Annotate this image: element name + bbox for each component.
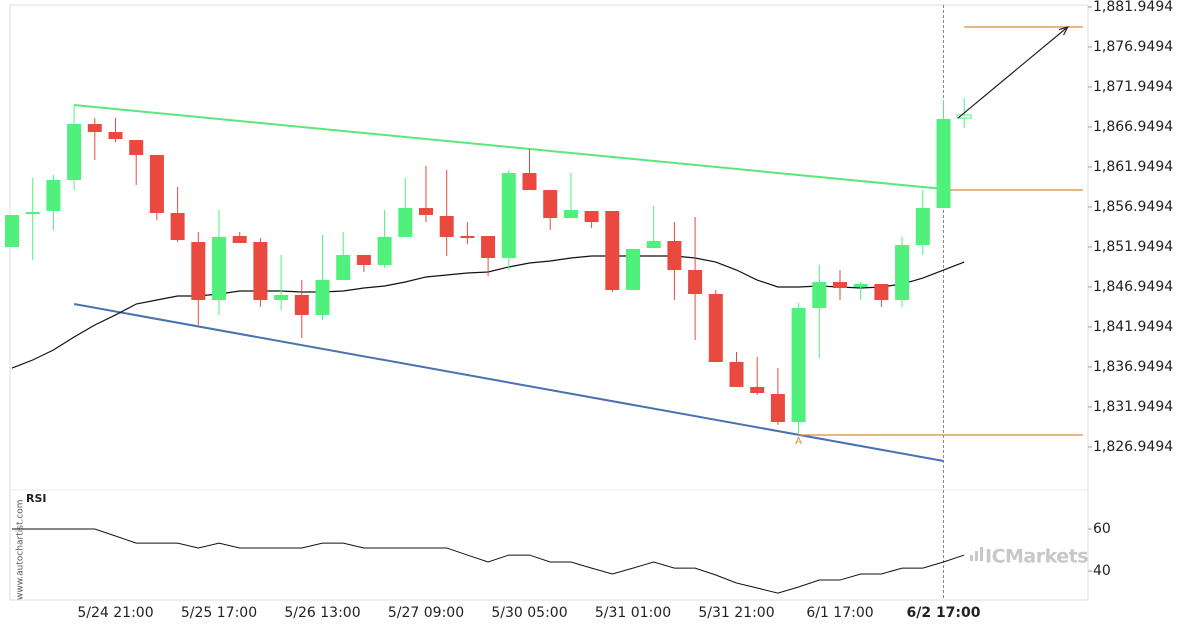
rsi-line [12,528,965,594]
candle-body [25,212,40,215]
candle-body [108,132,123,139]
rsi-title: RSI [26,492,47,505]
candle-body [895,244,910,301]
candle-body [501,172,516,259]
candle-body [439,216,454,237]
y-tick-label: 60 [1093,521,1111,537]
candle-body [212,236,226,301]
candle-body [191,242,206,301]
y-tick-label: 1,881.9494 [1093,0,1173,15]
candle-body [129,140,144,155]
y-tick-label: 1,866.9494 [1093,119,1173,135]
candle-body [874,284,889,301]
projection-arrow [957,26,1069,119]
candle-body [688,270,703,295]
candle-body [605,210,620,291]
candle-body [149,154,164,213]
candle-body [522,172,537,191]
candle-body [667,240,682,271]
x-tick-label: 5/24 21:00 [77,605,153,621]
candle-body [315,280,330,315]
candle-body [294,294,309,315]
point-label: A [795,436,802,447]
candle-body [708,294,723,363]
candle-body [5,214,19,247]
candle-body [915,208,930,245]
candle-body [833,282,847,289]
plot-frame [9,4,1089,601]
candle-body [584,210,599,223]
brand-name: ICMarkets [985,546,1088,568]
y-tick-label: 1,871.9494 [1093,79,1173,95]
candle-body [274,294,289,301]
y-tick-label: 1,826.9494 [1093,439,1173,455]
x-tick-label: 6/2 17:00 [906,605,980,621]
candle-body [460,236,475,239]
brand-logo: ICMarkets [970,546,1089,568]
candle-body [481,236,496,259]
candle-body [936,118,951,209]
candle-body [336,254,351,281]
candle-body [626,248,640,291]
x-tick-label: 5/26 13:00 [284,605,360,621]
candle-body [87,124,102,133]
y-tick-label: 1,831.9494 [1093,399,1173,415]
x-tick-label: 6/1 17:00 [806,605,873,621]
watermark: www.autochartist.com [16,499,26,600]
candle-body [232,236,247,243]
candle-body [563,210,578,219]
candle-body [377,236,392,265]
y-tick-label: 1,836.9494 [1093,359,1173,375]
candle-body [812,282,827,309]
trendline [73,303,944,462]
candle-body [956,114,972,119]
x-tick-label: 5/30 05:00 [491,605,567,621]
candle-body [253,242,268,301]
candle-body [791,308,806,423]
candle-body [750,386,765,393]
y-tick-label: 40 [1093,563,1111,579]
y-tick-label: 1,851.9494 [1093,239,1173,255]
candle-body [46,180,61,211]
y-tick-label: 1,841.9494 [1093,319,1173,335]
trendline [74,103,944,190]
x-tick-label: 5/25 17:00 [181,605,257,621]
y-tick-label: 1,846.9494 [1093,279,1173,295]
y-tick-label: 1,856.9494 [1093,199,1173,215]
candle-body [646,240,661,249]
y-tick-label: 1,861.9494 [1093,159,1173,175]
x-tick-label: 5/31 21:00 [698,605,774,621]
candle-body [729,362,744,387]
candle-body [853,284,868,287]
candle-body [170,212,185,241]
candle-body [356,254,371,265]
candle-body [398,208,413,237]
arrow-head [1058,26,1069,36]
x-tick-label: 5/31 01:00 [595,605,671,621]
candle-body [543,190,558,219]
candle-body [67,124,82,181]
candle-body [770,394,785,423]
x-tick-label: 5/27 09:00 [388,605,464,621]
y-tick-label: 1,876.9494 [1093,39,1173,55]
candle-body [419,208,433,215]
